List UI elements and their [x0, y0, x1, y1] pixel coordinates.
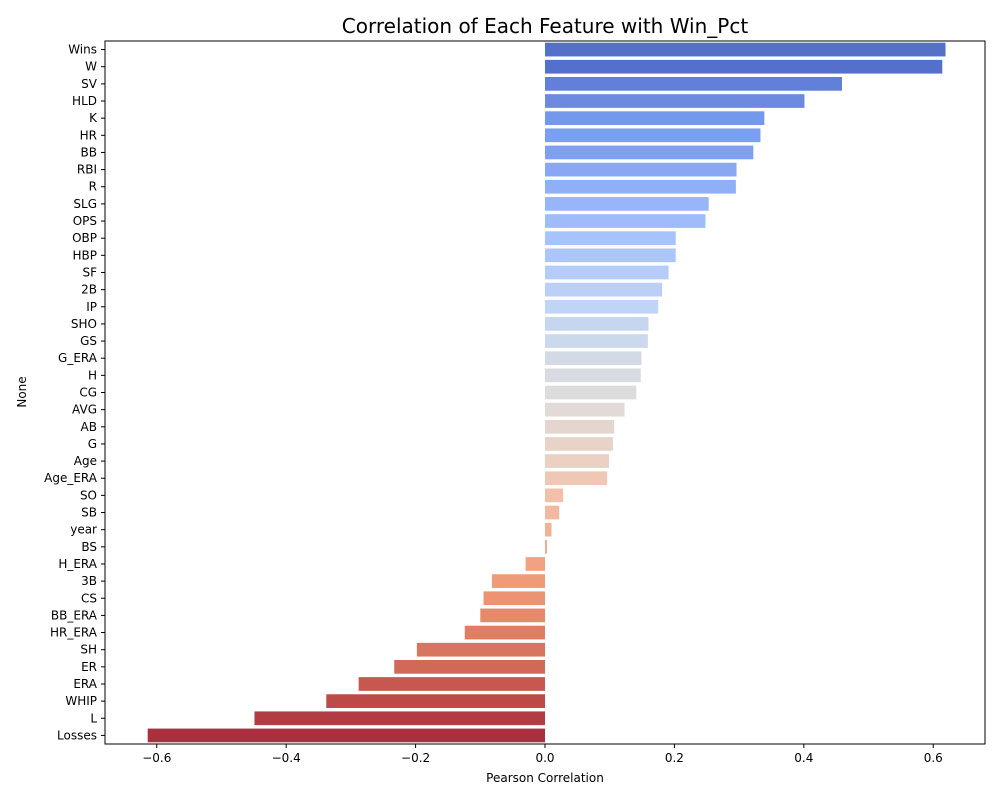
y-tick-label: AVG — [72, 403, 97, 417]
x-tick-label: −0.6 — [142, 751, 171, 765]
bar-slg — [545, 197, 709, 211]
bar-h-era — [525, 557, 545, 571]
x-tick-label: 0.6 — [924, 751, 943, 765]
bar-hr-era — [464, 625, 545, 640]
bar-bb — [545, 145, 754, 160]
bar-gs — [545, 334, 648, 348]
y-tick-label: WHIP — [65, 694, 97, 708]
y-tick-label: SB — [81, 506, 97, 520]
y-tick-label: Age_ERA — [44, 471, 98, 485]
y-axis-ticks: Wins W SV HLD K HR BB RBI R SLG OPS OBP HBP SF 2B IP SHO… — [44, 43, 105, 742]
bar-hld — [545, 94, 805, 108]
y-tick-label: SHO — [71, 317, 97, 331]
x-axis-ticks: −0.6 −0.4 −0.2 0.0 0.2 0.4 0.6 — [142, 744, 943, 765]
y-axis-label: None — [15, 376, 29, 407]
x-tick-label: 0.0 — [535, 751, 554, 765]
y-tick-label: K — [89, 111, 98, 125]
y-tick-label: CG — [79, 386, 97, 400]
y-tick-label: CS — [81, 591, 97, 605]
bar-age — [545, 454, 610, 468]
bar-ip — [545, 299, 659, 314]
y-tick-label: BB_ERA — [51, 608, 98, 622]
bar-avg — [545, 402, 625, 417]
bar-g — [545, 437, 613, 451]
bar-hbp — [545, 248, 676, 263]
bar-er — [394, 659, 545, 674]
x-tick-label: −0.4 — [272, 751, 301, 765]
bar-k — [545, 111, 765, 126]
y-tick-label: SO — [80, 488, 97, 502]
bar-2b — [545, 282, 663, 297]
y-tick-label: L — [90, 711, 97, 725]
y-tick-label: H — [88, 368, 97, 382]
bar-wins — [545, 42, 946, 57]
y-tick-label: HR — [80, 128, 97, 142]
y-tick-label: 2B — [81, 283, 97, 297]
bar-r — [545, 179, 736, 194]
bar-sf — [545, 265, 669, 280]
y-tick-label: HBP — [73, 248, 98, 262]
bar-hr — [545, 128, 761, 143]
bar-sh — [416, 642, 545, 657]
bar-obp — [545, 231, 676, 246]
bar-sho — [545, 317, 649, 331]
y-tick-label: Age — [74, 454, 97, 468]
bar-bb-era — [480, 608, 545, 623]
y-tick-label: GS — [80, 334, 97, 348]
y-tick-label: SH — [80, 643, 97, 657]
x-tick-label: −0.2 — [401, 751, 430, 765]
y-tick-label: 3B — [81, 574, 97, 588]
bar-year — [545, 522, 552, 537]
bar-losses — [147, 728, 546, 743]
chart-title: Correlation of Each Feature with Win_Pct — [342, 14, 749, 38]
y-tick-label: SV — [81, 77, 98, 91]
y-tick-label: SF — [82, 265, 97, 279]
y-tick-label: IP — [86, 300, 97, 314]
y-tick-label: RBI — [77, 163, 97, 177]
bar-w — [545, 59, 943, 74]
bar-sv — [545, 77, 842, 91]
bar-g-era — [545, 351, 642, 366]
bar-age-era — [545, 471, 608, 486]
bar-era — [358, 677, 545, 691]
bar-ab — [545, 419, 615, 434]
x-tick-label: 0.2 — [665, 751, 684, 765]
y-tick-label: H_ERA — [58, 557, 97, 571]
bar-rbi — [545, 162, 737, 177]
y-tick-label: BB — [81, 145, 97, 159]
y-tick-label: ER — [81, 660, 97, 674]
bar-bs — [545, 539, 547, 554]
y-tick-label: ERA — [73, 677, 97, 691]
y-tick-label: HR_ERA — [50, 626, 98, 640]
bar-h — [545, 368, 641, 383]
bar-ops — [545, 214, 706, 228]
y-tick-label: W — [85, 60, 97, 74]
y-tick-label: G — [88, 437, 97, 451]
bar-cs — [483, 591, 545, 606]
y-tick-label: OBP — [72, 231, 97, 245]
bar-group — [147, 42, 946, 743]
bar-3b — [491, 574, 545, 588]
y-tick-label: year — [70, 523, 97, 537]
bar-whip — [326, 694, 545, 708]
bar-l — [254, 711, 545, 726]
y-tick-label: OPS — [73, 214, 97, 228]
y-tick-label: HLD — [72, 94, 97, 108]
x-tick-label: 0.4 — [794, 751, 813, 765]
x-axis-label: Pearson Correlation — [486, 771, 604, 785]
y-tick-label: SLG — [73, 197, 97, 211]
y-tick-label: AB — [81, 420, 97, 434]
bar-cg — [545, 385, 637, 400]
y-tick-label: Losses — [57, 728, 97, 742]
y-tick-label: G_ERA — [58, 351, 98, 365]
plot-frame — [104, 40, 986, 745]
bar-sb — [545, 505, 560, 520]
bar-so — [545, 488, 564, 503]
y-tick-label: R — [89, 180, 97, 194]
y-tick-label: Wins — [68, 43, 97, 57]
y-tick-label: BS — [81, 540, 97, 554]
